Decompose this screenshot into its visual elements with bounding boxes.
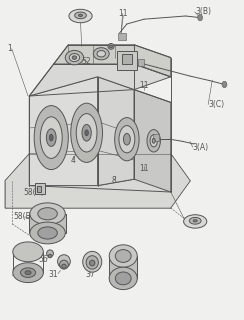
Bar [117,51,137,70]
Ellipse shape [115,250,131,262]
Polygon shape [98,77,134,186]
Ellipse shape [25,271,31,275]
Text: 58(B): 58(B) [13,212,34,221]
Text: 56: 56 [39,255,48,264]
Text: 3(B): 3(B) [195,7,211,16]
Ellipse shape [72,56,77,60]
Bar [37,186,41,192]
Ellipse shape [108,44,114,49]
Ellipse shape [115,272,131,285]
Ellipse shape [40,117,62,158]
Text: 58(A): 58(A) [23,188,44,196]
Ellipse shape [93,48,109,60]
Ellipse shape [147,130,161,152]
Ellipse shape [38,208,57,220]
Ellipse shape [76,114,97,152]
Ellipse shape [85,130,88,136]
Bar [152,134,159,141]
Ellipse shape [152,138,155,143]
Ellipse shape [189,218,201,224]
Polygon shape [29,77,134,186]
Ellipse shape [119,126,135,153]
Ellipse shape [79,14,82,17]
Text: 11: 11 [139,164,149,173]
Circle shape [198,14,203,21]
Ellipse shape [184,215,207,228]
Ellipse shape [109,245,137,267]
Ellipse shape [47,250,53,257]
Text: 86: 86 [193,218,203,227]
Text: 52: 52 [82,57,92,66]
Ellipse shape [20,268,36,277]
Text: 86: 86 [72,10,82,19]
Ellipse shape [62,264,66,268]
Polygon shape [54,45,171,77]
Ellipse shape [38,227,57,239]
Text: 8: 8 [112,176,117,185]
Bar [35,183,45,194]
Ellipse shape [75,12,86,19]
Ellipse shape [90,260,95,266]
Ellipse shape [46,129,56,147]
Ellipse shape [30,222,65,244]
Polygon shape [134,90,171,192]
Text: 3(C): 3(C) [209,100,225,108]
Polygon shape [29,64,171,96]
Text: 58(B): 58(B) [110,275,131,284]
Bar [118,33,126,40]
Ellipse shape [71,103,102,163]
Ellipse shape [97,51,105,57]
Ellipse shape [110,45,112,48]
Ellipse shape [82,124,91,141]
Ellipse shape [109,267,137,290]
Ellipse shape [123,133,130,145]
Text: 11: 11 [119,9,128,18]
Ellipse shape [49,134,53,141]
Text: 37: 37 [85,270,95,279]
Ellipse shape [48,254,52,258]
Ellipse shape [86,256,98,269]
Ellipse shape [13,242,43,262]
Text: 26: 26 [11,269,21,278]
Bar [29,214,66,233]
Circle shape [222,81,227,88]
Ellipse shape [69,9,92,23]
Bar [122,54,132,64]
Bar [109,256,137,278]
Ellipse shape [115,118,139,161]
Text: 3(A): 3(A) [193,143,209,152]
Ellipse shape [34,106,68,170]
Text: 11: 11 [139,81,149,90]
Text: 1: 1 [7,44,12,53]
Ellipse shape [30,203,65,225]
Polygon shape [5,154,190,208]
Ellipse shape [83,252,102,272]
Ellipse shape [150,135,157,147]
Ellipse shape [65,51,83,65]
Ellipse shape [69,54,80,62]
Bar [138,59,144,66]
Ellipse shape [58,255,70,268]
Ellipse shape [13,263,43,283]
Ellipse shape [60,260,68,269]
Ellipse shape [193,220,197,222]
Text: 4: 4 [70,156,75,164]
Text: 31: 31 [48,270,58,279]
